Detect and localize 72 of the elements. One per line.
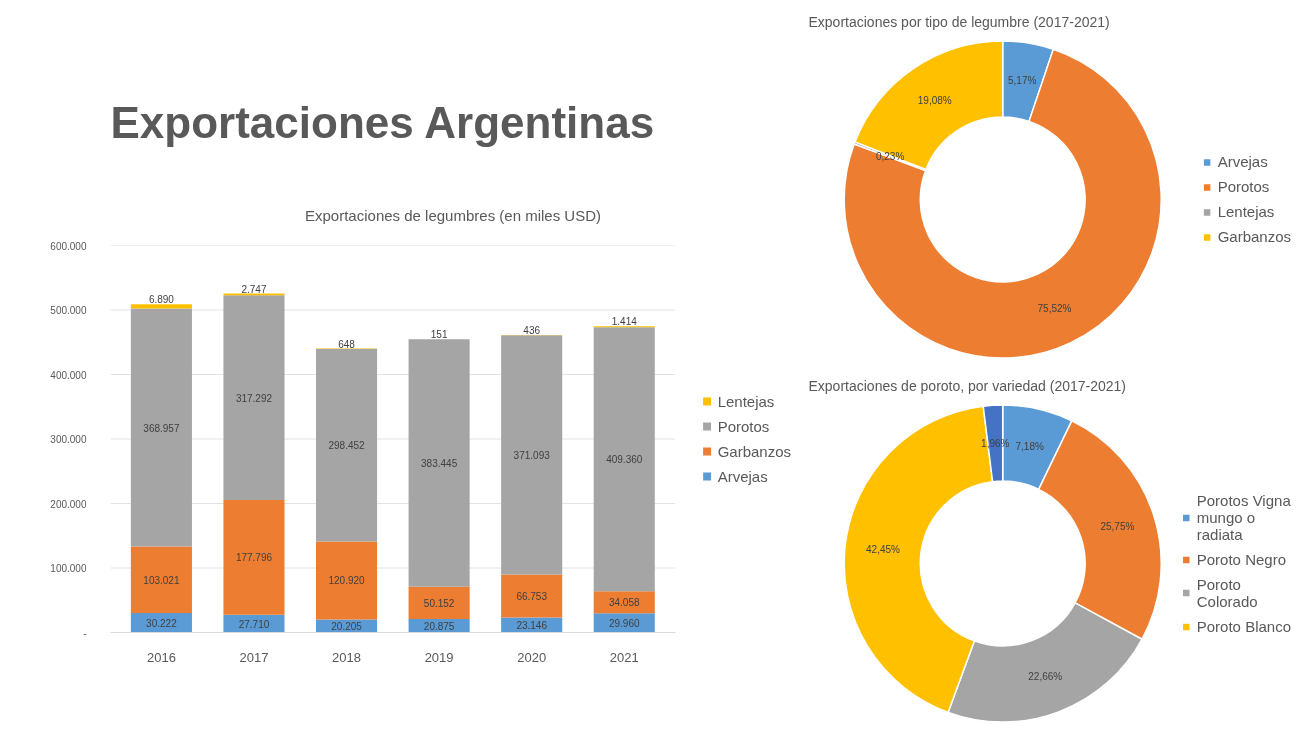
data-label: 1.414 <box>611 316 638 328</box>
data-label: 151 <box>430 329 448 341</box>
data-label: 6.890 <box>148 294 175 306</box>
data-label: 120.920 <box>328 575 366 587</box>
y-tick-label: 600.000 <box>50 240 87 252</box>
data-label: 7,18% <box>1015 440 1044 452</box>
legend-label: Porotos <box>1217 178 1270 195</box>
legend-label: Poroto Negro <box>1196 550 1286 568</box>
data-label: 103.021 <box>143 574 180 586</box>
chart-title: Exportaciones Argentinas <box>110 97 655 147</box>
data-label: 66.753 <box>516 591 548 603</box>
data-label: 436 <box>523 324 541 336</box>
x-tick-label: 2018 <box>332 649 362 665</box>
legend-label: Arvejas <box>717 467 768 485</box>
legend-label: Garbanzos <box>1217 228 1291 245</box>
legend-label: Porotos Vigna mungo o radiata <box>1196 491 1291 543</box>
data-label: 648 <box>338 338 356 350</box>
y-tick-label: 400.000 <box>50 369 87 381</box>
data-label: 298.452 <box>328 440 366 452</box>
data-label: 23.146 <box>516 620 548 632</box>
data-label: 29.960 <box>608 617 640 629</box>
x-tick-label: 2020 <box>517 649 547 665</box>
data-label: 27.710 <box>238 618 270 630</box>
data-label: 2.747 <box>241 283 267 295</box>
legend-label: Poroto Blanco <box>1196 617 1291 635</box>
bar <box>223 295 285 500</box>
data-label: 22,66% <box>1028 670 1063 682</box>
bar <box>316 541 378 620</box>
data-label: 5,17% <box>1008 75 1037 87</box>
data-label: 75,52% <box>1037 302 1072 314</box>
legend-label: Lentejas <box>717 392 775 410</box>
y-tick-label: 100.000 <box>50 563 87 574</box>
data-label: 177.796 <box>235 552 273 564</box>
legend-label: Porotos <box>717 417 770 435</box>
x-tick-label: 2021 <box>609 649 639 665</box>
chart-title: Exportaciones por tipo de legumbre (2017-2021) <box>808 13 1110 30</box>
x-tick-label: 2019 <box>424 649 454 665</box>
data-label: 30.222 <box>146 617 178 629</box>
data-label: 20.875 <box>423 620 455 632</box>
data-label: 383.445 <box>421 458 458 470</box>
y-tick-label: 200.000 <box>50 498 87 510</box>
bar <box>501 335 563 575</box>
bar <box>130 304 192 309</box>
bar <box>408 586 470 620</box>
bar <box>501 574 563 618</box>
bar <box>130 308 192 547</box>
data-label: 19,08% <box>917 94 952 106</box>
bar <box>593 327 655 592</box>
x-tick-label: 2017 <box>239 649 269 665</box>
data-label: 368.957 <box>143 422 180 434</box>
legend-label: Garbanzos <box>717 442 791 460</box>
chart-title: Exportaciones de poroto, por variedad (2017-2021) <box>808 377 1127 394</box>
data-label: 20.205 <box>331 620 363 632</box>
data-label: 50.152 <box>423 597 455 609</box>
bar <box>316 348 378 542</box>
data-label: 409.360 <box>606 454 643 466</box>
legend-label: Lentejas <box>1217 203 1275 220</box>
data-label: 371.093 <box>513 449 551 461</box>
legend-label: Arvejas <box>1217 153 1268 170</box>
data-label: 317.292 <box>235 392 273 404</box>
bar <box>408 339 470 587</box>
data-label: 25,75% <box>1100 521 1135 533</box>
bar <box>223 499 285 615</box>
bar <box>130 546 192 614</box>
y-tick-label: - <box>83 627 87 639</box>
x-tick-label: 2016 <box>146 649 176 665</box>
y-tick-label: 500.000 <box>50 305 87 316</box>
chart-subtitle: Exportaciones de legumbres (en miles USD) <box>305 206 601 224</box>
y-tick-label: 300.000 <box>50 434 87 445</box>
data-label: 34.058 <box>608 597 640 609</box>
legend-label: Poroto Colorado <box>1196 575 1258 610</box>
data-label: 42,45% <box>866 544 901 556</box>
